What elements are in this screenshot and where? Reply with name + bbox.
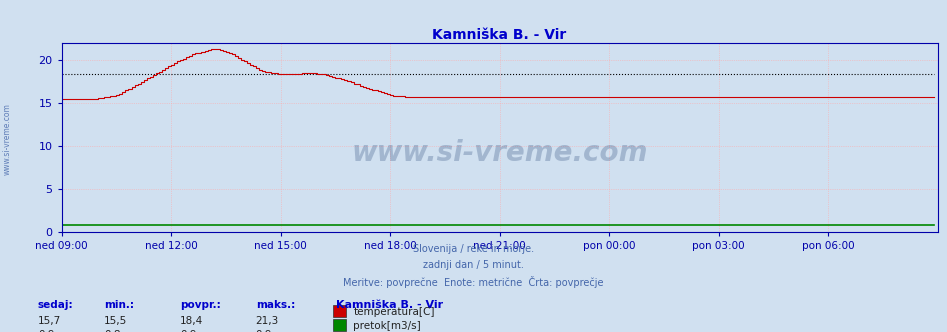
Title: Kamniška B. - Vir: Kamniška B. - Vir — [433, 28, 566, 42]
Text: sedaj:: sedaj: — [38, 300, 74, 310]
Text: 15,7: 15,7 — [38, 316, 62, 326]
Text: Kamniška B. - Vir: Kamniška B. - Vir — [336, 300, 443, 310]
Text: 0,9: 0,9 — [180, 330, 196, 332]
Text: zadnji dan / 5 minut.: zadnji dan / 5 minut. — [423, 260, 524, 270]
Text: 0,9: 0,9 — [38, 330, 54, 332]
Text: Meritve: povprečne  Enote: metrične  Črta: povprečje: Meritve: povprečne Enote: metrične Črta:… — [343, 276, 604, 288]
Text: www.si-vreme.com: www.si-vreme.com — [3, 104, 12, 175]
Text: povpr.:: povpr.: — [180, 300, 221, 310]
Text: 0,9: 0,9 — [256, 330, 272, 332]
Text: Slovenija / reke in morje.: Slovenija / reke in morje. — [413, 244, 534, 254]
Text: pretok[m3/s]: pretok[m3/s] — [353, 321, 421, 331]
Text: min.:: min.: — [104, 300, 134, 310]
Text: www.si-vreme.com: www.si-vreme.com — [351, 139, 648, 167]
Text: 15,5: 15,5 — [104, 316, 128, 326]
Text: 18,4: 18,4 — [180, 316, 204, 326]
Text: temperatura[C]: temperatura[C] — [353, 307, 435, 317]
Text: 21,3: 21,3 — [256, 316, 279, 326]
Text: maks.:: maks.: — [256, 300, 295, 310]
Text: 0,8: 0,8 — [104, 330, 120, 332]
